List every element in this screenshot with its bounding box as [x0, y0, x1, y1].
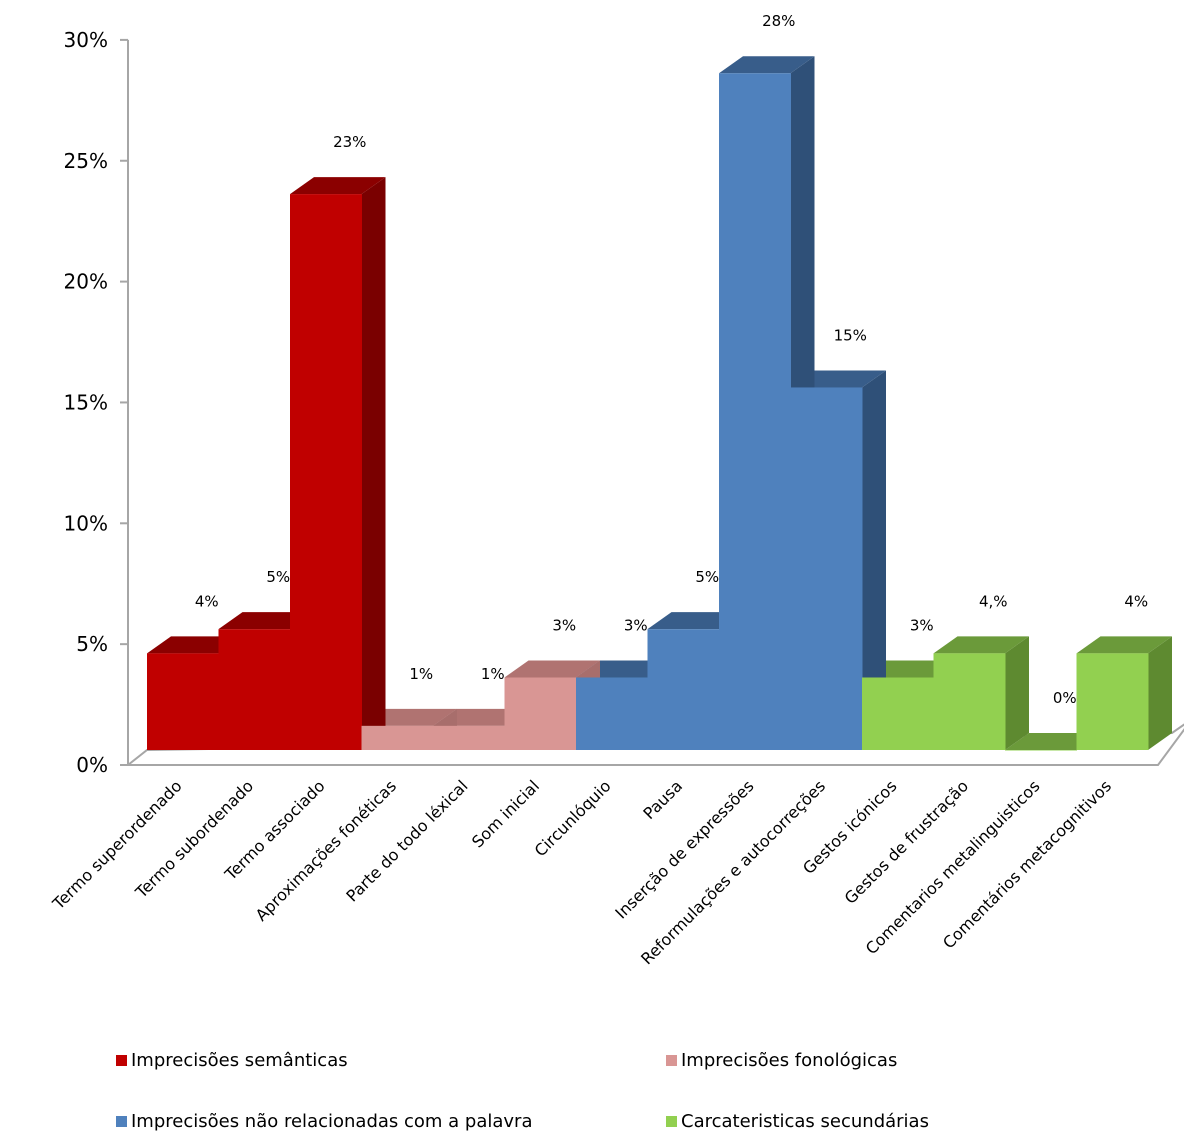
y-axis: 0% 5% 10% 15% 20% 25% 30% — [64, 28, 129, 777]
bar — [1076, 653, 1149, 750]
category-label: Aproximações fonéticas — [252, 776, 400, 924]
y-tick-label: 25% — [64, 149, 108, 173]
y-tick-label: 10% — [64, 511, 108, 535]
y-tick-label: 20% — [64, 270, 108, 294]
data-label: 5% — [695, 568, 719, 586]
chart-floor — [125, 723, 1184, 766]
bar — [933, 653, 1006, 750]
floor-outline — [125, 723, 1184, 766]
y-tick-label: 0% — [76, 753, 108, 777]
data-label: 28% — [762, 12, 795, 30]
bar — [790, 387, 863, 750]
bar — [218, 629, 291, 750]
bar — [361, 725, 434, 750]
data-label: 3% — [552, 616, 576, 634]
category-label: Circunlóquio — [531, 776, 615, 860]
y-tick-label: 15% — [64, 390, 108, 414]
data-label: 3% — [910, 616, 934, 634]
category-label: Gestos de frustração — [841, 776, 972, 907]
bar-side — [361, 177, 386, 751]
bars — [147, 56, 1172, 751]
data-label: 3% — [624, 616, 648, 634]
data-label: 1% — [481, 665, 505, 683]
bar — [576, 677, 648, 750]
category-label: Inserção de expressões — [611, 776, 757, 922]
category-label: Pausa — [639, 776, 686, 823]
data-label: 23% — [333, 133, 366, 151]
data-label: 4% — [1124, 592, 1148, 610]
bar-side — [862, 370, 886, 750]
y-tick-label: 30% — [64, 28, 108, 52]
bar-top — [933, 636, 1029, 654]
bar — [290, 194, 362, 751]
data-label: 4,% — [979, 592, 1008, 610]
category-label: Termo superordenado — [48, 776, 185, 913]
bar-top — [1076, 636, 1172, 654]
data-label: 4% — [195, 592, 219, 610]
category-label: Parte do todo léxical — [342, 776, 471, 905]
data-label: 5% — [266, 568, 290, 586]
bar-top — [504, 660, 600, 678]
bar-top — [719, 56, 815, 74]
bar-top — [290, 177, 386, 195]
data-label: 1% — [409, 665, 433, 683]
bar — [147, 653, 219, 750]
bar — [504, 677, 577, 750]
data-labels: 4% 5% 23% 1% 1% 3% 3% 5% 28% 15% 3% 4,% 0% 4% — [195, 12, 1148, 707]
category-label: Termo subordenado — [131, 776, 257, 902]
bar — [647, 629, 720, 750]
bar — [719, 73, 791, 751]
bar-side — [1148, 636, 1172, 750]
y-tick-label: 5% — [76, 632, 108, 656]
bar — [1005, 750, 1077, 751]
data-label: 0% — [1053, 689, 1077, 707]
bar — [862, 677, 934, 750]
category-label: Som inicial — [468, 776, 543, 851]
data-label: 15% — [834, 326, 867, 344]
bar-side — [1005, 636, 1029, 750]
bar — [433, 725, 505, 750]
